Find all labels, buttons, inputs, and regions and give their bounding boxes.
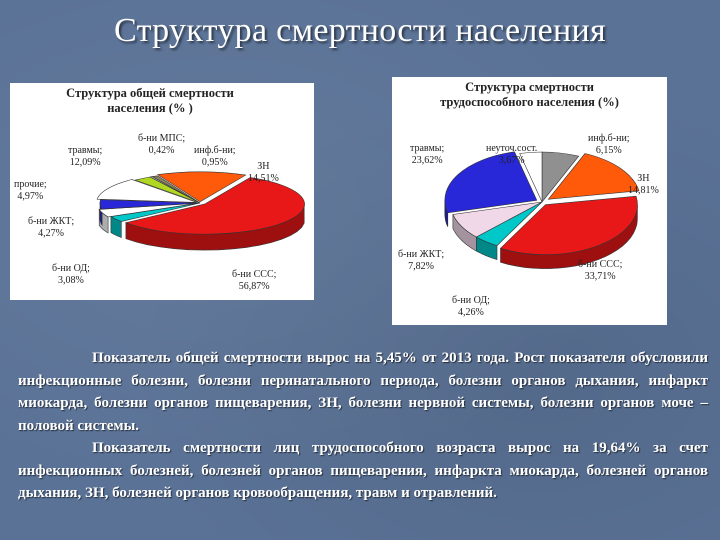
slice-label-mps: б-ни МПС; 0,42% xyxy=(138,133,186,156)
slice-label-zn: ЗН 14,51% xyxy=(248,161,279,184)
pie-slice-2 xyxy=(156,171,247,203)
pie-slice-5 xyxy=(98,203,198,218)
chart-title: Структура смертности трудоспособного нас… xyxy=(440,80,619,109)
pie-slice-1 xyxy=(547,153,640,200)
slice-label-infection: инф.б-ни; 0,95% xyxy=(194,145,236,168)
pie-slice-5 xyxy=(444,151,538,214)
slice-label-od: б-ни ОД; 4,26% xyxy=(452,295,490,318)
slide-body-text: Показатель общей смертности вырос на 5,4… xyxy=(18,347,708,505)
paragraph-general: Показатель общей смертности вырос на 5,4… xyxy=(18,350,708,434)
slide-title: Структура смертности населения xyxy=(114,12,606,49)
slice-label-zhkt: б-ни ЖКТ; 7,82% xyxy=(398,249,445,272)
pie-slice-6 xyxy=(519,151,543,203)
chart-title: Структура общей смертности населения (% … xyxy=(66,86,234,115)
pie-slice-7 xyxy=(96,179,197,203)
slice-label-css: б-ни ССС; 33,71% xyxy=(578,259,623,282)
general-mortality-chart: Структура общей смертности населения (% … xyxy=(10,83,314,300)
slice-label-trauma: травмы; 23,62% xyxy=(410,143,445,166)
slice-label-unspecified: неуточ.сост. 3,67% xyxy=(486,143,538,166)
paragraph-working-age: Показатель смертности лиц трудоспособног… xyxy=(18,440,708,501)
pie-chart-svg xyxy=(444,151,640,269)
slice-label-infection: инф.б-ни; 6,15% xyxy=(588,133,630,156)
pie-slice-1 xyxy=(151,175,201,204)
slice-label-od: б-ни ОД; 3,08% xyxy=(52,263,90,286)
pie-slice-6 xyxy=(99,199,201,210)
slice-label-trauma: травмы; 12,09% xyxy=(68,145,103,168)
pie-slice-8 xyxy=(134,176,201,204)
slice-label-other: прочие; 4,97% xyxy=(14,179,47,202)
pie-chart-svg xyxy=(96,171,305,251)
slice-label-zhkt: б-ни ЖКТ; 4,27% xyxy=(28,216,75,239)
pie-slice-3 xyxy=(124,177,305,235)
working-age-mortality-chart: Структура смертности трудоспособного нас… xyxy=(392,77,667,325)
pie-slice-2 xyxy=(499,195,638,255)
slice-label-zn: ЗН 14,81% xyxy=(628,173,659,196)
pie-slice-4 xyxy=(452,201,543,238)
slice-label-css: б-ни ССС; 56,87% xyxy=(232,269,277,292)
